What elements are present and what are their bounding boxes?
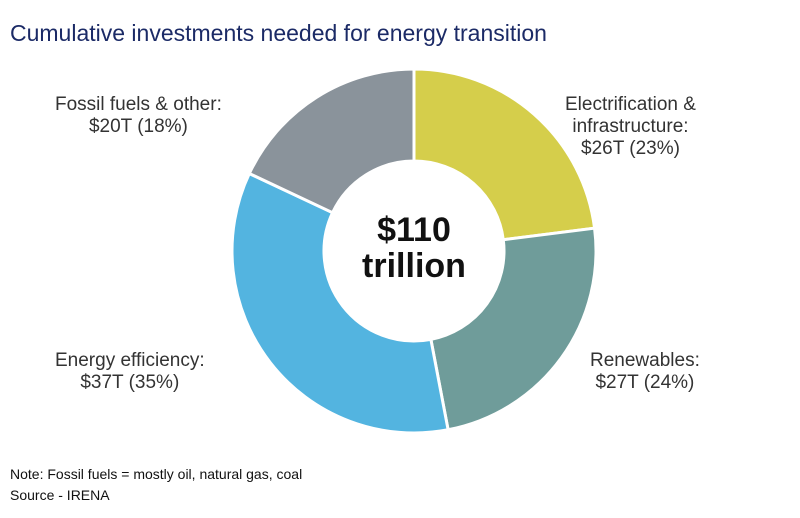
slice-electrification-infrastructure: [412, 67, 597, 242]
label-fossil-fuels: Fossil fuels & other: $20T (18%): [55, 94, 222, 138]
slice-energy-efficiency: [230, 171, 450, 435]
label-line: Electrification &: [565, 94, 696, 115]
center-label-unit: trillion: [362, 247, 466, 285]
label-line: Energy efficiency:: [55, 350, 205, 371]
label-line: $27T (24%): [595, 372, 695, 393]
label-line: $20T (18%): [88, 116, 188, 137]
label-line: Fossil fuels & other:: [55, 94, 222, 115]
note: Note: Fossil fuels = mostly oil, natural…: [10, 466, 303, 482]
chart-title: Cumulative investments needed for energy…: [10, 20, 547, 46]
slice-fossil-fuels-other: [247, 67, 416, 215]
center-label-amount: $110: [377, 211, 451, 249]
label-electrification: Electrification & infrastructure: $26T (…: [565, 94, 696, 160]
label-line: infrastructure:: [572, 116, 689, 137]
label-line: $26T (23%): [581, 138, 680, 159]
center-label: $110 trillion: [334, 212, 494, 284]
label-renewables: Renewables: $27T (24%): [590, 350, 700, 394]
label-line: $37T (35%): [80, 372, 180, 393]
label-energy-efficiency: Energy efficiency: $37T (35%): [55, 350, 205, 394]
label-line: Renewables:: [590, 350, 700, 371]
slice-renewables: [429, 226, 598, 432]
source: Source - IRENA: [10, 487, 110, 503]
